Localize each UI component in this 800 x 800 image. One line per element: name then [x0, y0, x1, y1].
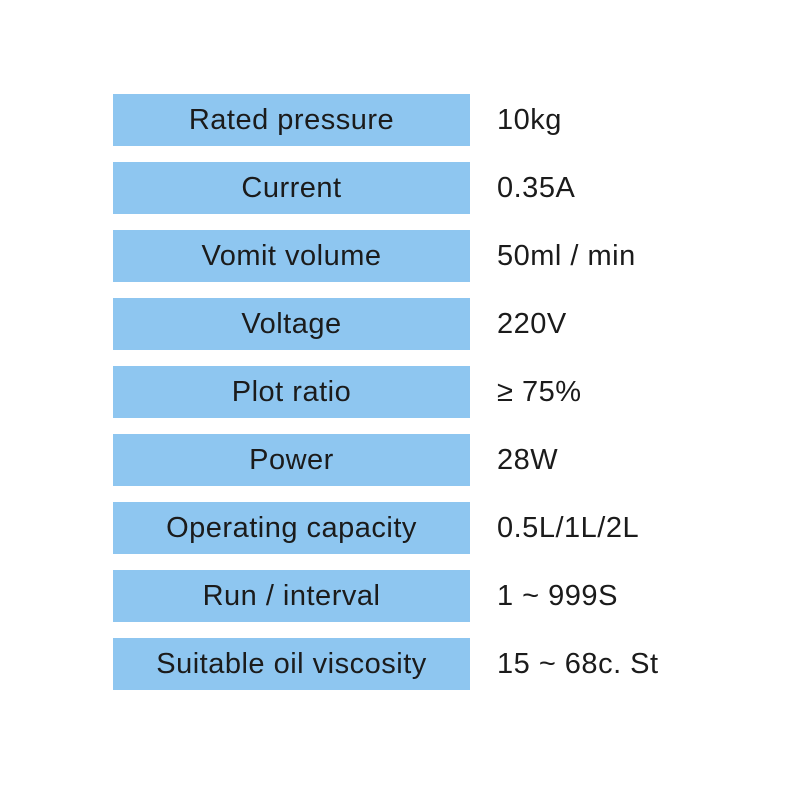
spec-label: Operating capacity — [113, 502, 470, 554]
spec-value: 28W — [497, 443, 559, 476]
spec-label: Vomit volume — [113, 230, 470, 282]
spec-label: Plot ratio — [113, 366, 470, 418]
spec-row: Operating capacity 0.5L/1L/2L — [113, 502, 659, 554]
spec-label: Run / interval — [113, 570, 470, 622]
spec-value: 0.5L/1L/2L — [497, 511, 640, 544]
spec-value: 10kg — [497, 103, 562, 136]
spec-value: 1 ~ 999S — [497, 579, 618, 612]
spec-value: ≥ 75% — [497, 375, 582, 408]
spec-label: Suitable oil viscosity — [113, 638, 470, 690]
spec-label: Current — [113, 162, 470, 214]
spec-value: 15 ~ 68c. St — [497, 647, 659, 680]
spec-row: Run / interval 1 ~ 999S — [113, 570, 659, 622]
spec-label: Rated pressure — [113, 94, 470, 146]
spec-row: Current 0.35A — [113, 162, 659, 214]
spec-row: Plot ratio ≥ 75% — [113, 366, 659, 418]
spec-value: 220V — [497, 307, 567, 340]
spec-value: 50ml / min — [497, 239, 636, 272]
spec-row: Voltage 220V — [113, 298, 659, 350]
spec-label: Power — [113, 434, 470, 486]
spec-table: Rated pressure 10kg Current 0.35A Vomit … — [113, 94, 659, 690]
spec-value: 0.35A — [497, 171, 576, 204]
spec-label: Voltage — [113, 298, 470, 350]
spec-row: Suitable oil viscosity 15 ~ 68c. St — [113, 638, 659, 690]
spec-row: Vomit volume 50ml / min — [113, 230, 659, 282]
spec-row: Rated pressure 10kg — [113, 94, 659, 146]
spec-row: Power 28W — [113, 434, 659, 486]
